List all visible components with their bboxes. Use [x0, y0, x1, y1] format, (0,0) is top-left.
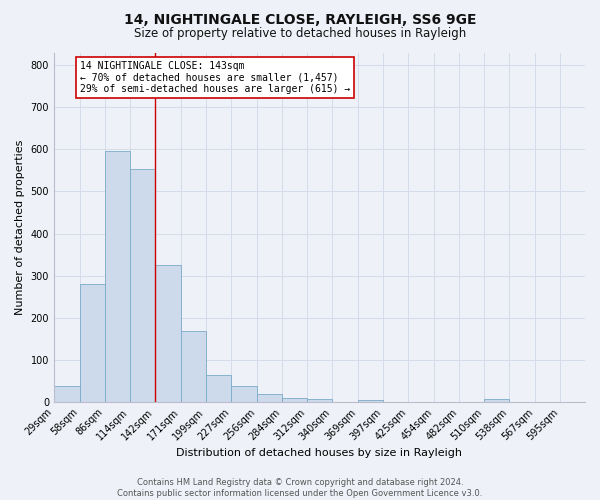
Text: 14, NIGHTINGALE CLOSE, RAYLEIGH, SS6 9GE: 14, NIGHTINGALE CLOSE, RAYLEIGH, SS6 9GE — [124, 12, 476, 26]
Bar — [54, 386, 80, 402]
Bar — [80, 284, 104, 402]
Bar — [307, 398, 332, 402]
Text: 14 NIGHTINGALE CLOSE: 143sqm
← 70% of detached houses are smaller (1,457)
29% of: 14 NIGHTINGALE CLOSE: 143sqm ← 70% of de… — [80, 61, 350, 94]
Bar — [155, 265, 181, 402]
Bar — [484, 398, 509, 402]
Bar — [282, 398, 307, 402]
Bar — [181, 332, 206, 402]
X-axis label: Distribution of detached houses by size in Rayleigh: Distribution of detached houses by size … — [176, 448, 463, 458]
Bar — [130, 169, 155, 402]
Bar — [257, 394, 281, 402]
Text: Contains HM Land Registry data © Crown copyright and database right 2024.
Contai: Contains HM Land Registry data © Crown c… — [118, 478, 482, 498]
Bar — [231, 386, 257, 402]
Bar — [105, 152, 130, 402]
Bar — [358, 400, 383, 402]
Text: Size of property relative to detached houses in Rayleigh: Size of property relative to detached ho… — [134, 28, 466, 40]
Y-axis label: Number of detached properties: Number of detached properties — [15, 140, 25, 315]
Bar — [206, 374, 230, 402]
